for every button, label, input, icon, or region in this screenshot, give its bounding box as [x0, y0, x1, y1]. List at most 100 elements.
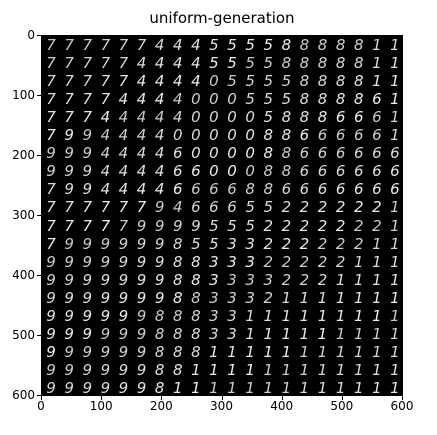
digit-cell: 4	[187, 72, 205, 90]
digit-cell: 3	[223, 235, 241, 253]
digit-cell: 8	[169, 307, 187, 325]
digit-cell: 9	[78, 307, 96, 325]
y-tick	[37, 395, 41, 396]
digit-cell: 2	[332, 198, 350, 216]
digit-cell: 1	[314, 289, 332, 307]
digit-cell: 3	[223, 289, 241, 307]
digit-cell: 6	[386, 144, 403, 162]
digit-cell: 2	[259, 217, 277, 235]
digit-cell: 1	[350, 307, 368, 325]
digit-cell: 9	[133, 217, 151, 235]
digit-cell: 9	[133, 325, 151, 343]
digit-cell: 5	[205, 235, 223, 253]
digit-cell: 9	[114, 307, 132, 325]
digit-cell: 6	[277, 180, 295, 198]
digit-cell: 7	[78, 72, 96, 90]
digit-cell: 5	[205, 54, 223, 72]
digit-cell: 8	[277, 162, 295, 180]
digit-cell: 8	[277, 108, 295, 126]
digit-cell: 6	[295, 144, 313, 162]
digit-cell: 1	[386, 253, 403, 271]
digit-cell: 6	[332, 162, 350, 180]
digit-cell: 0	[205, 90, 223, 108]
digit-cell: 7	[114, 217, 132, 235]
digit-cell: 9	[114, 235, 132, 253]
digit-cell: 2	[277, 217, 295, 235]
digit-cell: 2	[295, 271, 313, 289]
digit-cell: 0	[223, 126, 241, 144]
digit-cell: 4	[169, 108, 187, 126]
digit-cell: 1	[332, 361, 350, 379]
digit-cell: 8	[277, 54, 295, 72]
digit-cell: 0	[241, 144, 259, 162]
digit-cell: 1	[241, 379, 259, 396]
digit-cell: 4	[96, 180, 114, 198]
digit-cell: 2	[332, 253, 350, 271]
digit-cell: 9	[114, 361, 132, 379]
digit-cell: 1	[386, 126, 403, 144]
digit-cell: 1	[277, 289, 295, 307]
digit-cell: 6	[386, 162, 403, 180]
digit-cell: 0	[187, 126, 205, 144]
digit-cell: 4	[114, 108, 132, 126]
digit-cell: 1	[368, 235, 386, 253]
digit-cell: 9	[78, 379, 96, 396]
digit-cell: 6	[350, 162, 368, 180]
digit-cell: 7	[133, 198, 151, 216]
digit-cell: 8	[187, 289, 205, 307]
digit-cell: 5	[223, 72, 241, 90]
digit-cell: 1	[332, 325, 350, 343]
digit-cell: 8	[295, 72, 313, 90]
digit-cell: 1	[259, 343, 277, 361]
digit-cell: 2	[314, 198, 332, 216]
digit-cell: 1	[314, 325, 332, 343]
digit-cell: 2	[277, 198, 295, 216]
digit-cell: 5	[223, 36, 241, 54]
digit-cell: 7	[60, 54, 78, 72]
digit-cell: 2	[368, 198, 386, 216]
digit-cell: 2	[332, 217, 350, 235]
digit-cell: 7	[96, 36, 114, 54]
digit-cell: 1	[386, 90, 403, 108]
digit-cell: 9	[60, 235, 78, 253]
digit-cell: 7	[96, 90, 114, 108]
digit-cell: 3	[205, 307, 223, 325]
digit-cell: 8	[187, 343, 205, 361]
digit-cell: 7	[60, 72, 78, 90]
digit-cell: 0	[187, 90, 205, 108]
digit-cell: 4	[114, 126, 132, 144]
digit-cell: 5	[241, 54, 259, 72]
digit-cell: 9	[133, 235, 151, 253]
digit-cell: 3	[223, 325, 241, 343]
digit-cell: 6	[187, 162, 205, 180]
digit-cell: 1	[169, 379, 187, 396]
digit-cell: 4	[133, 180, 151, 198]
digit-cell: 1	[386, 325, 403, 343]
digit-cell: 7	[42, 235, 60, 253]
digit-cell: 6	[368, 180, 386, 198]
digit-cell: 7	[114, 72, 132, 90]
digit-cell: 6	[332, 108, 350, 126]
digit-cell: 0	[223, 144, 241, 162]
digit-cell: 9	[96, 343, 114, 361]
y-tick-label: 500	[0, 328, 35, 342]
digit-cell: 9	[114, 271, 132, 289]
digit-cell: 4	[151, 144, 169, 162]
digit-cell: 6	[187, 198, 205, 216]
digit-cell: 1	[223, 343, 241, 361]
digit-cell: 1	[277, 325, 295, 343]
digit-cell: 0	[205, 126, 223, 144]
digit-cell: 8	[332, 36, 350, 54]
digit-cell: 7	[60, 90, 78, 108]
digit-cell: 2	[314, 235, 332, 253]
digit-cell: 1	[205, 379, 223, 396]
digit-cell: 2	[314, 271, 332, 289]
digit-cell: 1	[386, 108, 403, 126]
digit-cell: 9	[133, 271, 151, 289]
digit-cell: 2	[332, 235, 350, 253]
digit-cell: 9	[114, 325, 132, 343]
digit-cell: 8	[295, 36, 313, 54]
digit-cell: 7	[78, 217, 96, 235]
digit-cell: 2	[295, 217, 313, 235]
